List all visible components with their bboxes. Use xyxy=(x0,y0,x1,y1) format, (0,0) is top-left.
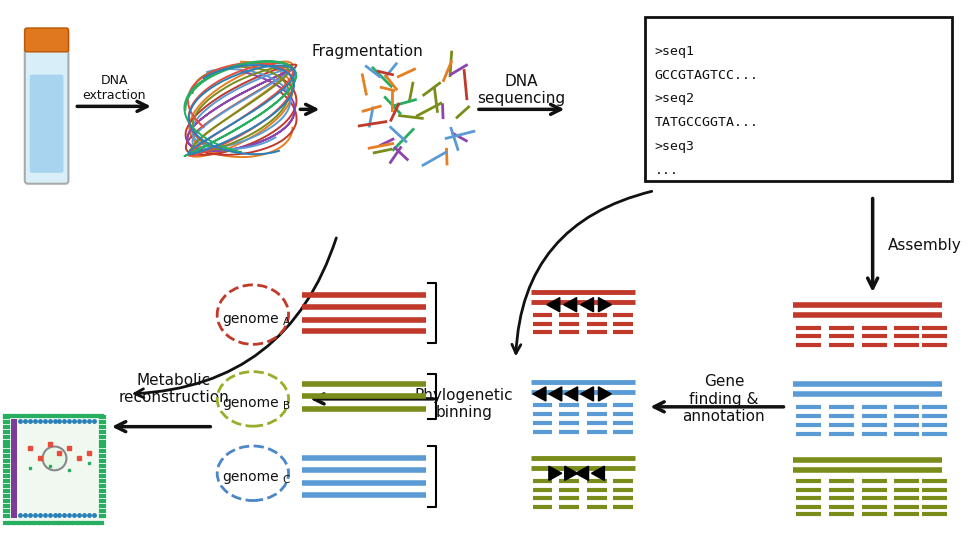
Text: Fragmentation: Fragmentation xyxy=(311,44,423,59)
FancyBboxPatch shape xyxy=(24,28,68,52)
Polygon shape xyxy=(533,387,546,401)
Circle shape xyxy=(43,446,66,470)
Text: genome: genome xyxy=(223,470,279,484)
Text: Phylogenetic
binning: Phylogenetic binning xyxy=(415,388,513,420)
Text: ...: ... xyxy=(655,164,678,177)
Polygon shape xyxy=(580,387,593,401)
Polygon shape xyxy=(591,466,605,481)
FancyBboxPatch shape xyxy=(29,75,64,173)
Bar xyxy=(645,17,952,181)
Text: genome: genome xyxy=(223,396,279,410)
Text: Assembly: Assembly xyxy=(887,238,961,253)
Text: Gene
finding &
annotation: Gene finding & annotation xyxy=(683,374,765,424)
Polygon shape xyxy=(565,466,577,481)
Text: DNA
sequencing: DNA sequencing xyxy=(478,74,566,106)
Polygon shape xyxy=(599,297,612,312)
Text: A: A xyxy=(282,316,290,326)
Polygon shape xyxy=(564,297,576,312)
Polygon shape xyxy=(547,297,560,312)
Text: genome: genome xyxy=(223,311,279,325)
Polygon shape xyxy=(565,387,577,401)
Polygon shape xyxy=(549,387,562,401)
Polygon shape xyxy=(599,387,612,401)
Text: >seq1: >seq1 xyxy=(655,45,695,58)
Polygon shape xyxy=(575,466,588,481)
Text: B: B xyxy=(282,401,290,411)
Text: >seq3: >seq3 xyxy=(655,140,695,153)
Bar xyxy=(11,419,17,518)
Text: DNA
extraction: DNA extraction xyxy=(82,74,146,101)
Text: Metabolic
reconstruction: Metabolic reconstruction xyxy=(118,373,229,405)
FancyBboxPatch shape xyxy=(24,29,68,184)
Polygon shape xyxy=(549,466,562,481)
Bar xyxy=(5,414,105,523)
Text: >seq2: >seq2 xyxy=(655,92,695,105)
Text: GCCGTAGTCC...: GCCGTAGTCC... xyxy=(655,69,758,82)
Text: TATGCCGGTA...: TATGCCGGTA... xyxy=(655,117,758,129)
Polygon shape xyxy=(580,297,593,312)
Text: C: C xyxy=(282,475,290,485)
